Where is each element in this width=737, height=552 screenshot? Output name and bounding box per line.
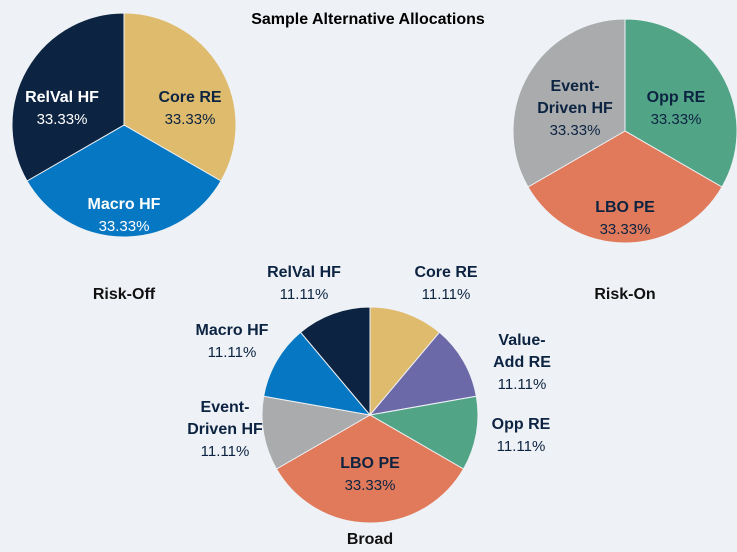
main-title: Sample Alternative Allocations <box>251 11 485 28</box>
pie-slice <box>624 18 737 188</box>
pie-slice <box>123 12 237 182</box>
slice-label: LBO PE <box>340 455 400 472</box>
slice-label: Core RE <box>158 89 221 106</box>
pie-slice <box>26 124 222 238</box>
slice-value-label: 33.33% <box>99 218 150 235</box>
slice-value-label: 11.11% <box>280 286 329 303</box>
slice-label: Macro HF <box>196 322 269 339</box>
slice-value-label: 33.33% <box>165 111 216 128</box>
pie-slice <box>369 306 441 417</box>
slice-value-label: 33.33% <box>550 122 601 139</box>
slice-label: LBO PE <box>595 199 655 216</box>
slice-label: Core RE <box>414 264 477 281</box>
slice-value-label: 11.11% <box>498 376 547 393</box>
pie-slice <box>368 331 477 416</box>
slice-value-label: 11.11% <box>497 438 546 455</box>
pie-slice <box>512 18 626 188</box>
slice-label: RelVal HF <box>267 264 341 281</box>
slice-label: Event-Driven HF <box>537 78 613 117</box>
chart-title: Broad <box>347 531 393 548</box>
slice-value-label: 33.33% <box>600 221 651 238</box>
slice-label: Event-Driven HF <box>187 399 263 438</box>
slice-label: Macro HF <box>88 196 161 213</box>
pie-slice <box>261 395 372 470</box>
slice-value-label: 33.33% <box>37 111 88 128</box>
slice-value-label: 33.33% <box>651 111 702 128</box>
pie-slice <box>263 331 372 416</box>
pie-slice <box>275 414 465 524</box>
slice-label: Value-Add RE <box>493 332 551 371</box>
slice-label: RelVal HF <box>25 89 99 106</box>
slice-value-label: 33.33% <box>345 477 396 494</box>
slice-label: Opp RE <box>647 89 706 106</box>
pie-slice <box>368 395 479 470</box>
chart-title: Risk-Off <box>93 286 156 303</box>
slice-value-label: 11.11% <box>422 286 471 303</box>
slice-value-label: 11.11% <box>201 443 250 460</box>
chart-title: Risk-On <box>594 286 655 303</box>
slice-value-label: 11.11% <box>208 344 257 361</box>
pie-slice <box>527 130 723 244</box>
pie-slice <box>299 306 371 417</box>
pie-slice <box>11 12 125 182</box>
slice-label: Opp RE <box>492 416 551 433</box>
